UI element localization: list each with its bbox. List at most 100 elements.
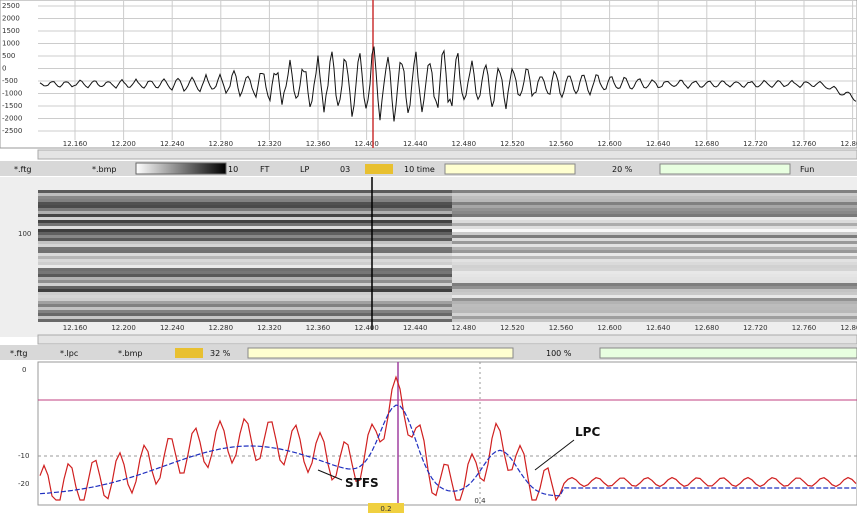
stripe [38,208,452,211]
toolbar-label: 100 % [546,349,572,358]
stripe [452,268,857,271]
stripe [38,271,452,274]
time-axis: 12.160 12.200 12.240 12.280 12.320 12.360 12.4… [63,324,857,332]
stripe [38,202,452,205]
scrollbar[interactable] [37,149,857,160]
y-label: 0 [22,366,26,374]
stripe [38,310,452,313]
stripe [38,238,452,241]
stripe [38,253,452,256]
button[interactable] [175,348,203,358]
y-label: 1500 [2,27,20,35]
stripe [38,277,452,280]
y-label: -1500 [2,102,22,110]
stripe [452,193,857,196]
y-label: -2500 [2,127,22,135]
time-label: 12.600 [597,324,622,332]
stripe [452,211,857,214]
stripe [452,274,857,277]
stripe [452,196,857,199]
stripe [38,286,452,289]
toolbar-items: *.ftg *.bmp 10 FT LP 03 10 time 20 % Fun [14,165,814,174]
y-label: -20 [18,480,29,488]
stripe [452,295,857,298]
toolbar-label: FT [260,165,269,174]
stripe [452,289,857,292]
stripe [452,235,857,238]
time-label: 12.760 [792,324,817,332]
y-label: 0 [2,65,6,73]
toolbar-label: 20 % [612,165,633,174]
stripe [452,262,857,265]
x-label: 0.4 [474,497,486,505]
x-label-box [368,503,404,513]
pointer [534,439,575,471]
time-label: 12.160 [63,324,88,332]
y-label: 2000 [2,15,20,23]
y-label: -10 [18,452,29,460]
stripe [452,310,857,313]
time-label: 12.720 [743,140,768,148]
toolbar-label: LP [300,165,309,174]
stripe [38,283,452,286]
stripe [38,250,452,253]
lpc-curve [39,404,856,497]
time-label: 12.800 [840,324,857,332]
toolbar-label: Fun [800,165,814,174]
stripe [38,295,452,298]
time-label: 12.560 [549,324,574,332]
toolbar-label: 10 time [404,165,435,174]
stripe [452,307,857,310]
stripe [452,238,857,241]
stripe [452,283,857,286]
time-label: 12.400 [354,324,379,332]
stripe [38,262,452,265]
time-label: 12.280 [209,324,234,332]
toolbar-items: *.ftg *.lpc *.bmp 32 % 100 % [10,349,572,358]
stripe [38,196,452,199]
stripe [38,319,452,322]
stripe [452,316,857,319]
time-label: 12.440 [403,140,428,148]
y-label: -500 [2,77,18,85]
time-label: 12.640 [646,324,671,332]
spectrum-panel [37,361,857,506]
button[interactable] [365,164,393,174]
toolbar-label: *.bmp [92,165,117,174]
y-label: 100 [18,230,31,238]
stripe [452,244,857,247]
stripe [38,289,452,292]
stripe [452,304,857,307]
stripe [38,223,452,226]
scrollbar[interactable] [37,334,857,345]
stripe [38,298,452,301]
stripe [38,214,452,217]
slider[interactable] [599,347,857,359]
slider[interactable] [247,347,514,359]
time-label: 12.160 [63,140,88,148]
gradient-bar [135,162,227,175]
toolbar-label: *.lpc [60,349,78,358]
toolbar-label: *.ftg [10,349,27,358]
stripe [38,307,452,310]
slider[interactable] [659,163,791,175]
stripe [38,316,452,319]
stripe [38,292,452,295]
stripe [452,259,857,262]
stripe [452,241,857,244]
time-label: 12.520 [500,324,525,332]
stripe [38,229,452,232]
stripe [452,217,857,220]
time-label: 12.400 [354,140,379,148]
toolbar-label: 03 [340,165,350,174]
stripe [38,199,452,202]
toolbar-label: 32 % [210,349,231,358]
slider[interactable] [444,163,576,175]
stripe [452,223,857,226]
waveform-panel [0,0,857,149]
stripe [452,280,857,283]
y-label: 2500 [2,2,20,10]
stripe [452,247,857,250]
